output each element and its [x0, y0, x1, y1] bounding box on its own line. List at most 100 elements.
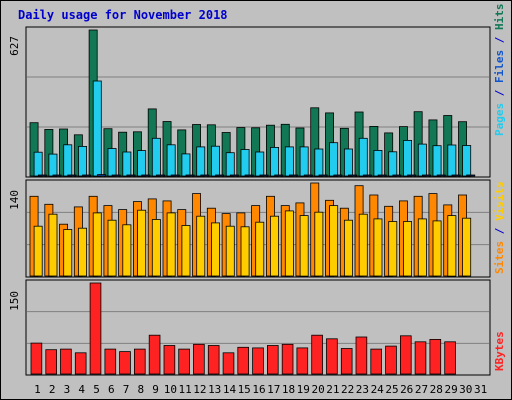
x-tick-label: 14	[223, 383, 237, 396]
bar-visits-7	[122, 224, 132, 277]
bar-kbytes-8	[133, 348, 146, 375]
bar-files-17	[270, 146, 280, 177]
bar-files-27	[417, 143, 427, 177]
bar-kbytes-14	[222, 352, 235, 375]
panels: 627 140 150	[8, 26, 491, 376]
bar-visits-1	[33, 225, 43, 277]
bar-kbytes-21	[326, 338, 338, 375]
bar-files-19	[299, 146, 309, 177]
bar-visits-10	[166, 212, 176, 277]
bar-kbytes-9	[148, 334, 161, 375]
bar-files-12	[196, 146, 206, 177]
bar-pages-17	[274, 174, 284, 177]
panel-kbytes: 150	[8, 279, 491, 376]
bar-pages-5	[97, 174, 106, 177]
bar-visits-24	[373, 218, 383, 277]
bar-files-9	[151, 137, 161, 177]
bar-visits-21	[329, 205, 339, 277]
bar-files-1	[33, 151, 43, 177]
bar-visits-13	[210, 222, 220, 277]
bar-pages-25	[392, 174, 402, 177]
series-visits	[33, 205, 472, 277]
side-label-top: Pages / Files / Hits	[493, 4, 506, 137]
x-tick-label: 28	[430, 383, 443, 396]
bar-kbytes-5	[89, 282, 102, 375]
bar-pages-26	[407, 174, 417, 177]
bar-pages-30	[466, 174, 476, 177]
bar-files-3	[63, 144, 73, 177]
bar-kbytes-11	[178, 348, 190, 375]
bar-pages-14	[229, 174, 239, 177]
bar-files-15	[240, 149, 250, 177]
bar-kbytes-15	[237, 346, 250, 375]
bar-kbytes-3	[60, 348, 72, 375]
bar-pages-13	[215, 174, 225, 177]
bar-files-25	[388, 151, 398, 177]
bar-kbytes-26	[399, 335, 412, 375]
chart-title: Daily usage for November 2018	[18, 8, 228, 22]
x-tick-label: 25	[385, 383, 398, 396]
side-label-middle: Sites / Visits	[493, 181, 506, 274]
bar-files-11	[181, 153, 191, 177]
bar-kbytes-6	[104, 348, 117, 375]
x-tick-label: 22	[341, 383, 354, 396]
bar-visits-20	[314, 211, 324, 277]
side-label-bottom: KBytes	[493, 331, 506, 371]
bar-files-30	[462, 145, 472, 177]
bar-kbytes-28	[429, 338, 442, 375]
bar-pages-7	[126, 174, 136, 177]
bar-kbytes-19	[296, 347, 309, 375]
bar-pages-20	[318, 174, 328, 177]
bar-kbytes-23	[355, 336, 368, 375]
side-labels: Pages / Files / Hits Sites / Visits KBytes	[493, 4, 506, 372]
bar-visits-14	[225, 225, 235, 277]
bar-visits-29	[447, 215, 457, 277]
bar-kbytes-24	[370, 348, 382, 375]
bar-visits-15	[240, 226, 250, 277]
bar-files-10	[166, 144, 176, 177]
bar-kbytes-7	[119, 351, 131, 375]
bar-visits-18	[284, 210, 294, 277]
bar-visits-25	[388, 221, 398, 277]
bar-pages-21	[333, 174, 343, 177]
x-tick-label: 2	[49, 383, 56, 396]
bar-files-14	[225, 152, 235, 177]
bar-files-2	[48, 153, 58, 177]
bar-visits-11	[181, 225, 191, 277]
x-tick-label: 3	[64, 383, 71, 396]
bar-files-22	[343, 148, 353, 177]
bar-files-28	[432, 145, 442, 177]
x-tick-label: 6	[108, 383, 115, 396]
bar-visits-12	[196, 215, 206, 277]
bar-files-6	[107, 148, 117, 177]
x-tick-label: 16	[252, 383, 265, 396]
x-tick-label: 29	[444, 383, 457, 396]
x-tick-label: 7	[123, 383, 130, 396]
bar-visits-30	[462, 217, 472, 277]
x-tick-label: 31	[474, 383, 487, 396]
bar-files-29	[447, 144, 457, 177]
y-max-label: 150	[8, 291, 21, 311]
bar-pages-16	[259, 174, 269, 177]
x-tick-label: 18	[282, 383, 295, 396]
bar-files-21	[329, 142, 339, 177]
x-tick-label: 9	[152, 383, 159, 396]
x-tick-label: 23	[356, 383, 369, 396]
x-tick-label: 27	[415, 383, 428, 396]
x-tick-label: 8	[137, 383, 144, 396]
bar-kbytes-12	[193, 343, 205, 375]
bar-visits-8	[137, 209, 147, 277]
bar-files-26	[403, 139, 413, 177]
bar-pages-23	[362, 174, 372, 177]
bar-pages-22	[348, 174, 358, 177]
bar-pages-3	[67, 174, 77, 177]
bar-pages-29	[451, 174, 461, 177]
bar-pages-2	[52, 174, 62, 177]
bar-kbytes-25	[385, 345, 397, 375]
bar-files-23	[358, 137, 368, 177]
bar-kbytes-10	[163, 345, 176, 375]
bar-files-13	[210, 145, 220, 177]
x-tick-label: 5	[93, 383, 100, 396]
panel-sites-visits: 140	[8, 179, 491, 278]
bar-visits-23	[358, 213, 368, 277]
